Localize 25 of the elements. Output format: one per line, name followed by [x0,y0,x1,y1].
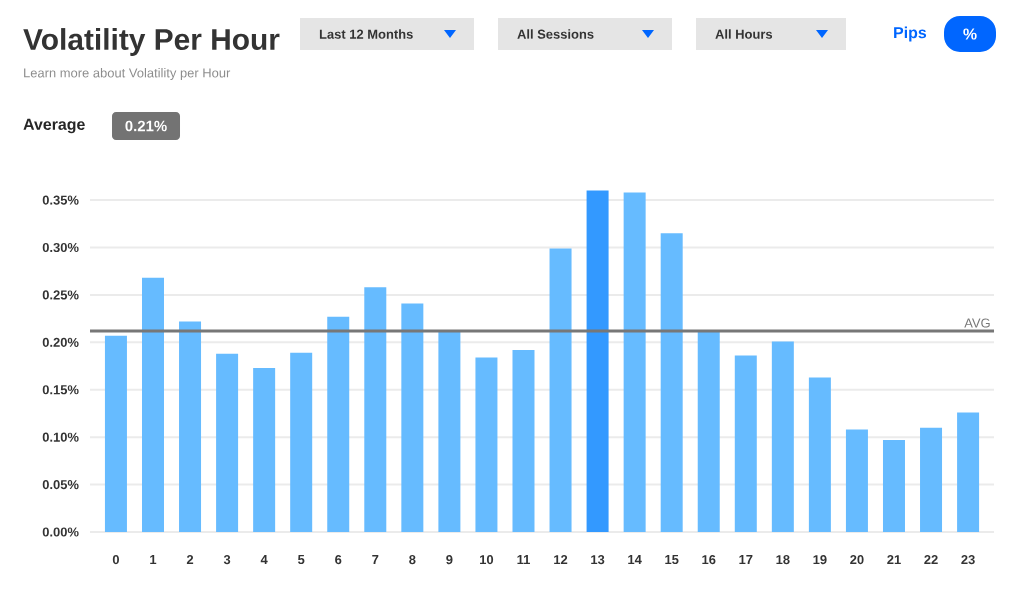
bar [771,341,794,532]
bar [364,287,387,532]
bar [216,353,239,532]
bar [290,352,313,532]
bar [586,190,609,532]
bar [512,349,535,532]
bar [179,321,202,532]
bar [438,330,461,532]
bar [920,427,943,532]
bar [845,429,868,532]
bar [957,412,980,532]
bar [697,331,720,532]
bar [253,367,276,532]
bar [882,440,905,532]
bar [401,303,424,532]
bar [327,316,350,532]
bar [475,357,498,532]
chart-title: Volatility Per Hour [23,28,280,56]
bar [660,233,683,532]
bar [623,192,646,532]
bar [549,248,572,532]
bar [141,277,164,532]
bar [104,335,127,532]
bar [734,355,757,532]
bar [808,377,831,532]
